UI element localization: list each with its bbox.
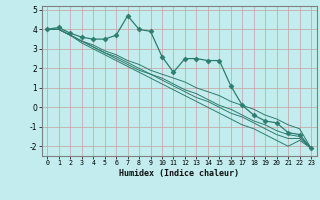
X-axis label: Humidex (Indice chaleur): Humidex (Indice chaleur) [119,169,239,178]
